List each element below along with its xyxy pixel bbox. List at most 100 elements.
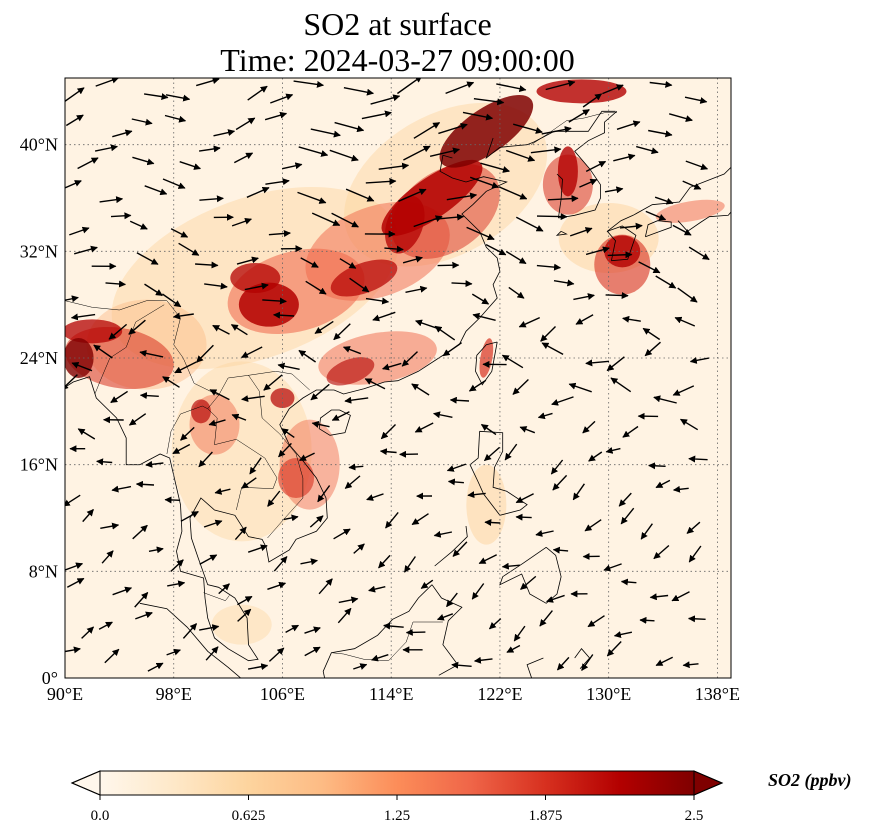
wind-arrow xyxy=(247,85,268,101)
wind-arrow xyxy=(129,220,148,230)
wind-arrow xyxy=(273,556,288,572)
wind-arrow xyxy=(135,480,155,488)
wind-arrow xyxy=(649,593,669,601)
wind-arrow xyxy=(405,628,426,636)
wind-arrow xyxy=(484,519,501,527)
so2-plume xyxy=(655,199,725,223)
wind-arrow xyxy=(331,411,350,421)
wind-arrow xyxy=(178,242,200,256)
wind-arrow xyxy=(383,622,404,630)
wind-arrow xyxy=(471,293,490,305)
wind-arrow xyxy=(508,286,525,299)
wind-arrow xyxy=(468,379,487,392)
wind-arrow xyxy=(65,295,79,303)
wind-arrow xyxy=(353,663,368,670)
wind-arrow xyxy=(636,145,659,155)
wind-arrow xyxy=(205,646,219,661)
wind-arrow xyxy=(380,424,396,440)
wind-arrow xyxy=(101,550,114,564)
wind-arrow xyxy=(267,581,287,590)
longitude-tick-labels: 90°E 98°E 106°E 114°E 122°E 130°E 138°E xyxy=(47,684,740,704)
wind-arrow xyxy=(172,443,191,455)
wind-arrow xyxy=(240,346,263,359)
wind-arrow xyxy=(452,541,468,557)
wind-arrow xyxy=(162,178,186,189)
wind-arrow xyxy=(112,129,133,138)
wind-arrow xyxy=(682,661,699,669)
so2-plume xyxy=(330,259,398,297)
wind-arrow xyxy=(384,245,404,253)
wind-arrow xyxy=(81,626,95,639)
wind-arrow xyxy=(515,493,534,504)
wind-arrow xyxy=(309,515,324,528)
wind-arrow xyxy=(552,474,568,491)
wind-arrow xyxy=(317,485,331,503)
wind-arrow xyxy=(552,546,569,554)
wind-arrow xyxy=(166,648,181,656)
wind-arrow xyxy=(672,224,692,236)
wind-arrow xyxy=(579,178,598,188)
wind-arrow xyxy=(674,316,696,327)
wind-arrow xyxy=(446,592,458,608)
so2-field xyxy=(65,79,725,645)
coastline-luzon xyxy=(469,430,528,516)
wind-arrow xyxy=(372,311,396,322)
wind-arrow xyxy=(689,356,710,364)
so2-plume xyxy=(536,79,627,104)
wind-arrow xyxy=(112,586,133,596)
wind-arrow xyxy=(655,275,677,289)
wind-arrow xyxy=(622,425,639,438)
wind-arrow xyxy=(311,420,330,428)
wind-arrow xyxy=(686,521,701,534)
wind-arrow xyxy=(147,662,164,672)
wind-arrow xyxy=(365,297,390,305)
wind-arrow xyxy=(65,562,84,571)
wind-arrow xyxy=(433,213,465,221)
wind-arrow xyxy=(162,376,180,388)
wind-arrow xyxy=(613,153,636,162)
wind-arrow xyxy=(196,78,220,87)
wind-arrow xyxy=(144,185,168,196)
wind-arrow xyxy=(213,129,236,137)
wind-arrow xyxy=(620,507,635,525)
colorbar-tick-label: 0.625 xyxy=(232,808,266,824)
wind-arrow xyxy=(654,196,674,205)
wind-arrow xyxy=(96,458,113,466)
wind-arrow xyxy=(65,180,82,189)
wind-vectors xyxy=(65,78,710,672)
wind-arrow xyxy=(70,313,96,321)
wind-arrow xyxy=(148,546,164,554)
wind-arrow xyxy=(371,654,389,662)
wind-arrow xyxy=(645,210,667,221)
wind-arrow xyxy=(282,162,303,170)
wind-arrow xyxy=(128,319,146,335)
wind-arrow xyxy=(333,528,351,540)
wind-arrow xyxy=(480,423,497,436)
wind-arrow xyxy=(403,145,431,161)
wind-arrow xyxy=(267,490,281,507)
coastline-sumatra xyxy=(139,602,242,678)
wind-arrow xyxy=(582,420,596,434)
wind-arrow xyxy=(234,526,247,541)
wind-arrow xyxy=(167,580,186,588)
wind-arrow xyxy=(298,349,316,363)
wind-arrow xyxy=(273,311,295,319)
wind-arrow xyxy=(333,323,351,341)
wind-arrow xyxy=(179,161,201,170)
longitude-label: 138°E xyxy=(695,684,740,704)
wind-arrow xyxy=(212,324,230,335)
wind-arrow xyxy=(349,277,370,293)
so2-plume xyxy=(439,95,534,168)
wind-arrow xyxy=(480,162,510,173)
wind-arrow xyxy=(385,511,399,529)
wind-arrow xyxy=(268,230,291,237)
wind-arrow xyxy=(65,114,84,127)
wind-arrow xyxy=(536,263,561,271)
wind-arrow xyxy=(546,594,565,603)
latitude-tick-labels: 0° 8°N 16°N 24°N 32°N 40°N xyxy=(20,135,58,688)
longitude-label: 90°E xyxy=(47,684,83,704)
wind-arrow xyxy=(433,530,453,538)
wind-arrow xyxy=(403,556,416,573)
coastline-korea-east xyxy=(558,110,618,219)
wind-arrow xyxy=(180,426,195,441)
